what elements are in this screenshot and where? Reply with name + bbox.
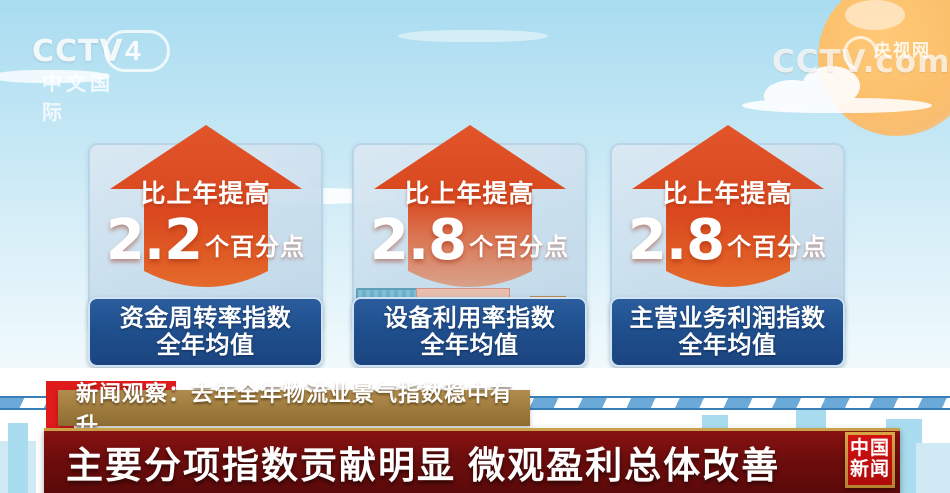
red-corner-accent-top [46, 381, 176, 392]
cctv4-logo: CCTV 4 中文国际 [32, 30, 170, 124]
up-arrow-icon [370, 121, 570, 306]
card-label-line1: 资金周转率指数 [119, 304, 292, 332]
program-badge-line2: 新闻 [849, 459, 890, 480]
up-arrow-icon [628, 121, 828, 306]
main-headline-text: 主要分项指数贡献明显 微观盈利总体改善 [66, 445, 781, 486]
cctv-com-watermark: CCTV.com [772, 44, 950, 80]
card-heading: 比上年提高 [404, 180, 535, 208]
card-label-line1: 设备利用率指数 [383, 304, 556, 332]
logo-pill-shape [104, 30, 170, 72]
stat-card: 比上年提高 2.2 个百分点 资金周转率指数 全年均值 [88, 125, 323, 368]
up-arrow-icon [106, 121, 306, 306]
card-label: 资金周转率指数 全年均值 [88, 297, 323, 367]
card-text-block: 比上年提高 2.8 个百分点 [352, 143, 587, 273]
logo-channel-number: 4 [125, 35, 141, 66]
card-value: 2.8 [369, 208, 467, 273]
card-label-line2: 全年均值 [678, 332, 777, 359]
stat-card: 比上年提高 2.8 个百分点 设备利用率指数 全年均值 [352, 125, 587, 368]
card-unit: 个百分点 [727, 234, 828, 262]
logo-sub-text: 中文国际 [42, 73, 114, 124]
card-label-line2: 全年均值 [420, 332, 519, 359]
program-badge: 中国 新闻 [845, 432, 895, 488]
sub-headline-bar: 新闻观察：去年全年物流业景气指数稳中有升 [58, 381, 530, 438]
card-value: 2.2 [105, 208, 203, 273]
card-label: 主营业务利润指数 全年均值 [610, 297, 845, 367]
sub-headline-text: 新闻观察：去年全年物流业景气指数稳中有升 [76, 381, 514, 438]
card-unit: 个百分点 [205, 234, 306, 262]
card-text-block: 比上年提高 2.8 个百分点 [610, 143, 845, 273]
card-heading: 比上年提高 [662, 180, 793, 208]
card-unit: 个百分点 [469, 234, 570, 262]
card-label-line2: 全年均值 [156, 332, 255, 359]
stat-card: 比上年提高 2.8 个百分点 主营业务利润指数 全年均值 [610, 125, 845, 368]
card-label-line1: 主营业务利润指数 [629, 304, 826, 332]
card-text-block: 比上年提高 2.2 个百分点 [88, 143, 323, 273]
watermark-cn-text: 央视网 [874, 41, 931, 60]
program-badge-line1: 中国 [849, 438, 890, 460]
card-value: 2.8 [627, 208, 725, 273]
card-heading: 比上年提高 [140, 180, 271, 208]
main-headline-bar: 主要分项指数贡献明显 微观盈利总体改善 [44, 428, 900, 493]
card-label: 设备利用率指数 全年均值 [352, 297, 587, 367]
